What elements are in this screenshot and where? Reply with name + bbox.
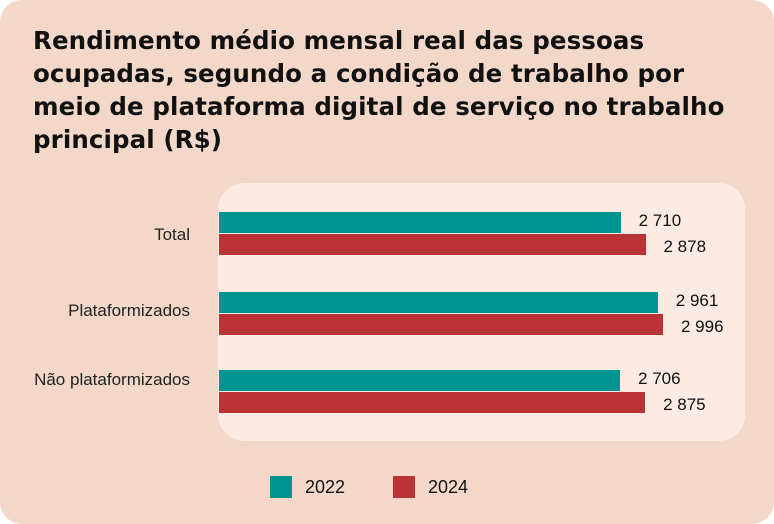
legend-swatch-2024: [393, 476, 415, 498]
category-label-nao-plataformizados: Não plataformizados: [34, 370, 190, 389]
data-label-2024-2: 2 875: [663, 395, 706, 414]
data-label-2022-1: 2 961: [675, 291, 719, 310]
data-label-2024-1: 2 996: [680, 317, 724, 336]
bar-2024-2: [219, 392, 646, 413]
bar-2022-0: [219, 212, 621, 233]
bar-2024-0: [219, 234, 646, 255]
data-label-2022-0: 2 710: [638, 211, 682, 230]
bar-2024-1: [219, 314, 663, 335]
legend-label-2024: 2024: [428, 477, 469, 497]
category-label-total: Total: [154, 225, 190, 244]
data-label-2022-2: 2 706: [638, 369, 681, 388]
legend-label-2022: 2022: [305, 477, 346, 497]
legend-swatch-2022: [270, 476, 292, 498]
data-label-2024-0: 2 878: [663, 237, 707, 256]
bar-2022-2: [219, 370, 621, 391]
chart-title: Rendimento médio mensal real das pessoas…: [33, 26, 725, 154]
category-label-plataformizados: Plataformizados: [68, 301, 190, 320]
bar-2022-1: [219, 292, 658, 313]
